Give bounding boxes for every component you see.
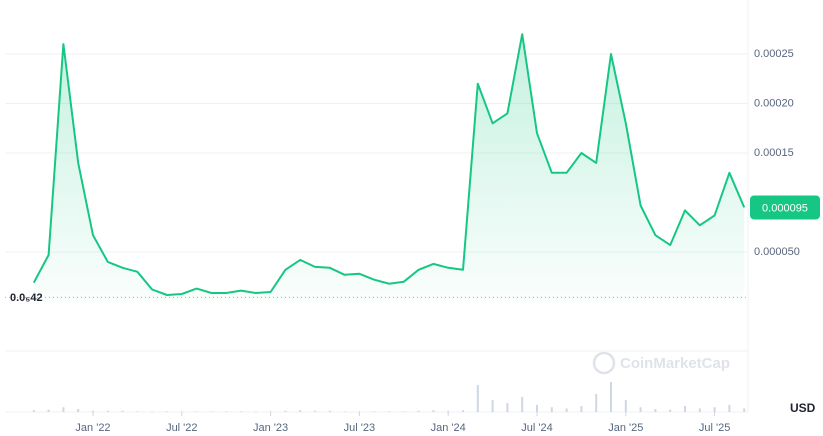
- volume-bar: [624, 400, 627, 412]
- volume-bar: [92, 410, 94, 412]
- x-tick-label: Jan '24: [431, 422, 466, 434]
- volume-bar: [210, 411, 213, 412]
- volume-bar: [491, 400, 494, 412]
- volume-bar: [713, 407, 716, 412]
- volume-bar: [580, 406, 583, 412]
- volume-bar: [62, 407, 65, 412]
- volume-bar: [536, 404, 538, 412]
- volume-bar: [180, 411, 183, 412]
- volume-bar: [358, 411, 361, 412]
- price-badge: [750, 195, 820, 220]
- volume-bar: [639, 407, 642, 412]
- x-tick-label: Jul '25: [699, 422, 730, 434]
- area: [33, 34, 745, 302]
- volume-bar: [225, 411, 228, 412]
- x-tick-label: Jan '25: [608, 422, 643, 434]
- volume-bar: [610, 382, 612, 412]
- volume-bar: [314, 410, 316, 412]
- x-tick-label: Jan '23: [253, 422, 288, 434]
- volume-bar: [728, 404, 731, 412]
- volume-bar: [151, 411, 154, 412]
- price-line: [32, 33, 746, 296]
- volume-bar: [521, 397, 524, 412]
- volume-bar: [476, 385, 479, 412]
- logo: [592, 351, 616, 375]
- volume-bar: [432, 410, 435, 412]
- volume-bar: [743, 408, 746, 412]
- volume-bar: [328, 410, 331, 412]
- volume-bar: [106, 410, 109, 412]
- volume-bar: [240, 411, 242, 412]
- x-tick-label: Jul '22: [166, 422, 197, 434]
- volume-bar: [595, 394, 598, 412]
- volume-bar: [565, 408, 568, 412]
- currency-label: USD: [790, 401, 816, 415]
- watermark: CoinMarketCap: [592, 351, 730, 375]
- volume-bar: [269, 411, 272, 412]
- volume-bar: [654, 409, 657, 412]
- volume-bar: [299, 410, 302, 412]
- volume-bar: [669, 409, 672, 412]
- volume-bar: [343, 411, 346, 412]
- price-badge-label: 0.000095: [762, 202, 808, 214]
- y-tick-label: 0.00015: [754, 147, 794, 159]
- x-tick-label: Jul '24: [521, 422, 552, 434]
- volume-bar: [550, 407, 553, 412]
- y-tick-label: 0.000050: [754, 246, 800, 258]
- volume-bar: [417, 410, 420, 412]
- volume-bar: [402, 411, 405, 412]
- volume-bar: [47, 409, 50, 412]
- volume-bar: [254, 411, 257, 412]
- volume-bar: [32, 410, 35, 412]
- volume-bar: [698, 408, 701, 412]
- volume-bar: [166, 411, 168, 412]
- volume-bar: [373, 411, 376, 412]
- y-tick-label: 0.00025: [754, 48, 794, 60]
- volume-bar: [388, 411, 390, 412]
- volume-bar: [77, 409, 80, 412]
- volume-bar: [136, 411, 139, 412]
- volume-bar: [284, 410, 287, 412]
- volume-bar: [684, 406, 686, 412]
- watermark-text: CoinMarketCap: [620, 355, 730, 372]
- volume-bar: [447, 410, 450, 412]
- volume-bar: [121, 410, 124, 412]
- volume-bar: [506, 403, 509, 412]
- x-tick-label: Jan '22: [75, 422, 110, 434]
- y-tick-label: 0.00020: [754, 97, 794, 109]
- volume-bar: [195, 411, 198, 412]
- x-tick-label: Jul '23: [344, 422, 375, 434]
- volume-bar: [462, 410, 464, 412]
